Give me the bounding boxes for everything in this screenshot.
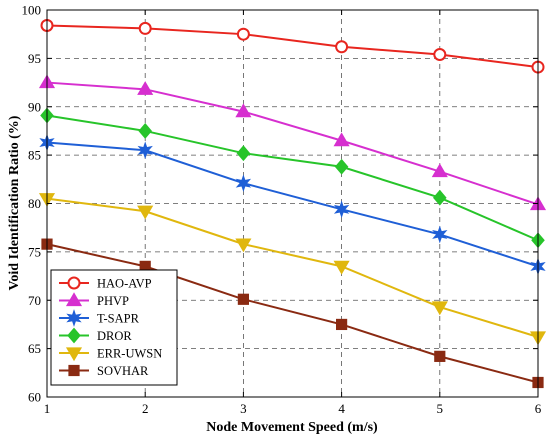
data-point <box>137 81 154 95</box>
data-point <box>235 103 252 118</box>
data-point <box>138 21 152 35</box>
legend-label: PHVP <box>97 294 129 308</box>
y-tick-label: 65 <box>28 341 41 356</box>
legend-marker <box>67 327 81 344</box>
series-line <box>46 81 539 206</box>
series-line <box>46 243 539 384</box>
y-tick-label: 75 <box>28 244 41 259</box>
y-tick-label: 85 <box>28 148 41 163</box>
y-axis-title: Void Identification Ratio (%) <box>7 115 22 290</box>
legend-marker <box>66 309 82 327</box>
x-axis-title: Node Movement Speed (m/s) <box>206 420 378 435</box>
legend-label: SOVHAR <box>97 364 149 378</box>
ticks: 1 2 3 4 5 6 60 65 70 75 80 85 90 95 100 <box>22 3 542 417</box>
series-line <box>46 114 539 242</box>
data-point <box>137 205 154 220</box>
legend-item: SOVHAR <box>59 364 149 378</box>
data-point <box>235 238 252 253</box>
data-point <box>235 174 252 193</box>
legend-label: HAO-AVP <box>97 277 152 291</box>
y-tick-label: 80 <box>28 196 41 211</box>
data-point <box>431 163 448 178</box>
y-tick-label: 95 <box>28 51 41 66</box>
x-tick-label: 1 <box>44 401 51 416</box>
data-point <box>138 123 152 139</box>
data-point <box>333 200 350 219</box>
series-err-uwsn <box>38 193 547 346</box>
series-line <box>46 141 539 268</box>
series-phvp <box>38 74 547 211</box>
data-point <box>336 318 348 331</box>
data-point <box>333 260 350 275</box>
y-tick-label: 70 <box>28 293 41 308</box>
y-tick-label: 60 <box>28 390 41 405</box>
data-point <box>433 189 447 206</box>
legend-item: PHVP <box>59 292 129 308</box>
legend-item: HAO-AVP <box>59 276 152 291</box>
legend-marker <box>65 347 83 362</box>
data-point <box>237 293 249 305</box>
data-point <box>433 48 447 62</box>
data-point <box>236 27 250 41</box>
legend-item: T-SAPR <box>59 309 140 327</box>
legend-marker <box>67 276 81 290</box>
data-point <box>334 158 349 175</box>
y-tick-label: 100 <box>22 3 42 18</box>
series-line <box>46 24 539 69</box>
data-point <box>431 301 448 316</box>
y-tick-label: 90 <box>28 99 41 114</box>
x-tick-label: 2 <box>142 401 149 416</box>
data-point <box>137 141 153 160</box>
data-point <box>434 350 446 362</box>
series-group <box>38 18 547 389</box>
legend-label: ERR-UWSN <box>97 347 162 361</box>
legend-marker <box>65 292 83 307</box>
x-tick-label: 4 <box>338 401 345 416</box>
legend-item: ERR-UWSN <box>59 347 162 362</box>
legend-item: DROR <box>59 327 132 344</box>
series-line <box>46 197 539 338</box>
data-point <box>236 145 251 162</box>
legend-label: DROR <box>97 329 132 343</box>
legend-label: T-SAPR <box>97 312 140 326</box>
data-point <box>432 225 448 244</box>
legend-marker <box>68 364 80 377</box>
legend: HAO-AVP PHVP T-SAPR DROR ERR-UWSN SOVHAR <box>50 269 178 386</box>
data-point <box>335 40 349 54</box>
x-tick-label: 5 <box>437 401 444 416</box>
x-tick-label: 6 <box>535 401 542 416</box>
x-tick-label: 3 <box>240 401 247 416</box>
data-point <box>333 132 350 147</box>
